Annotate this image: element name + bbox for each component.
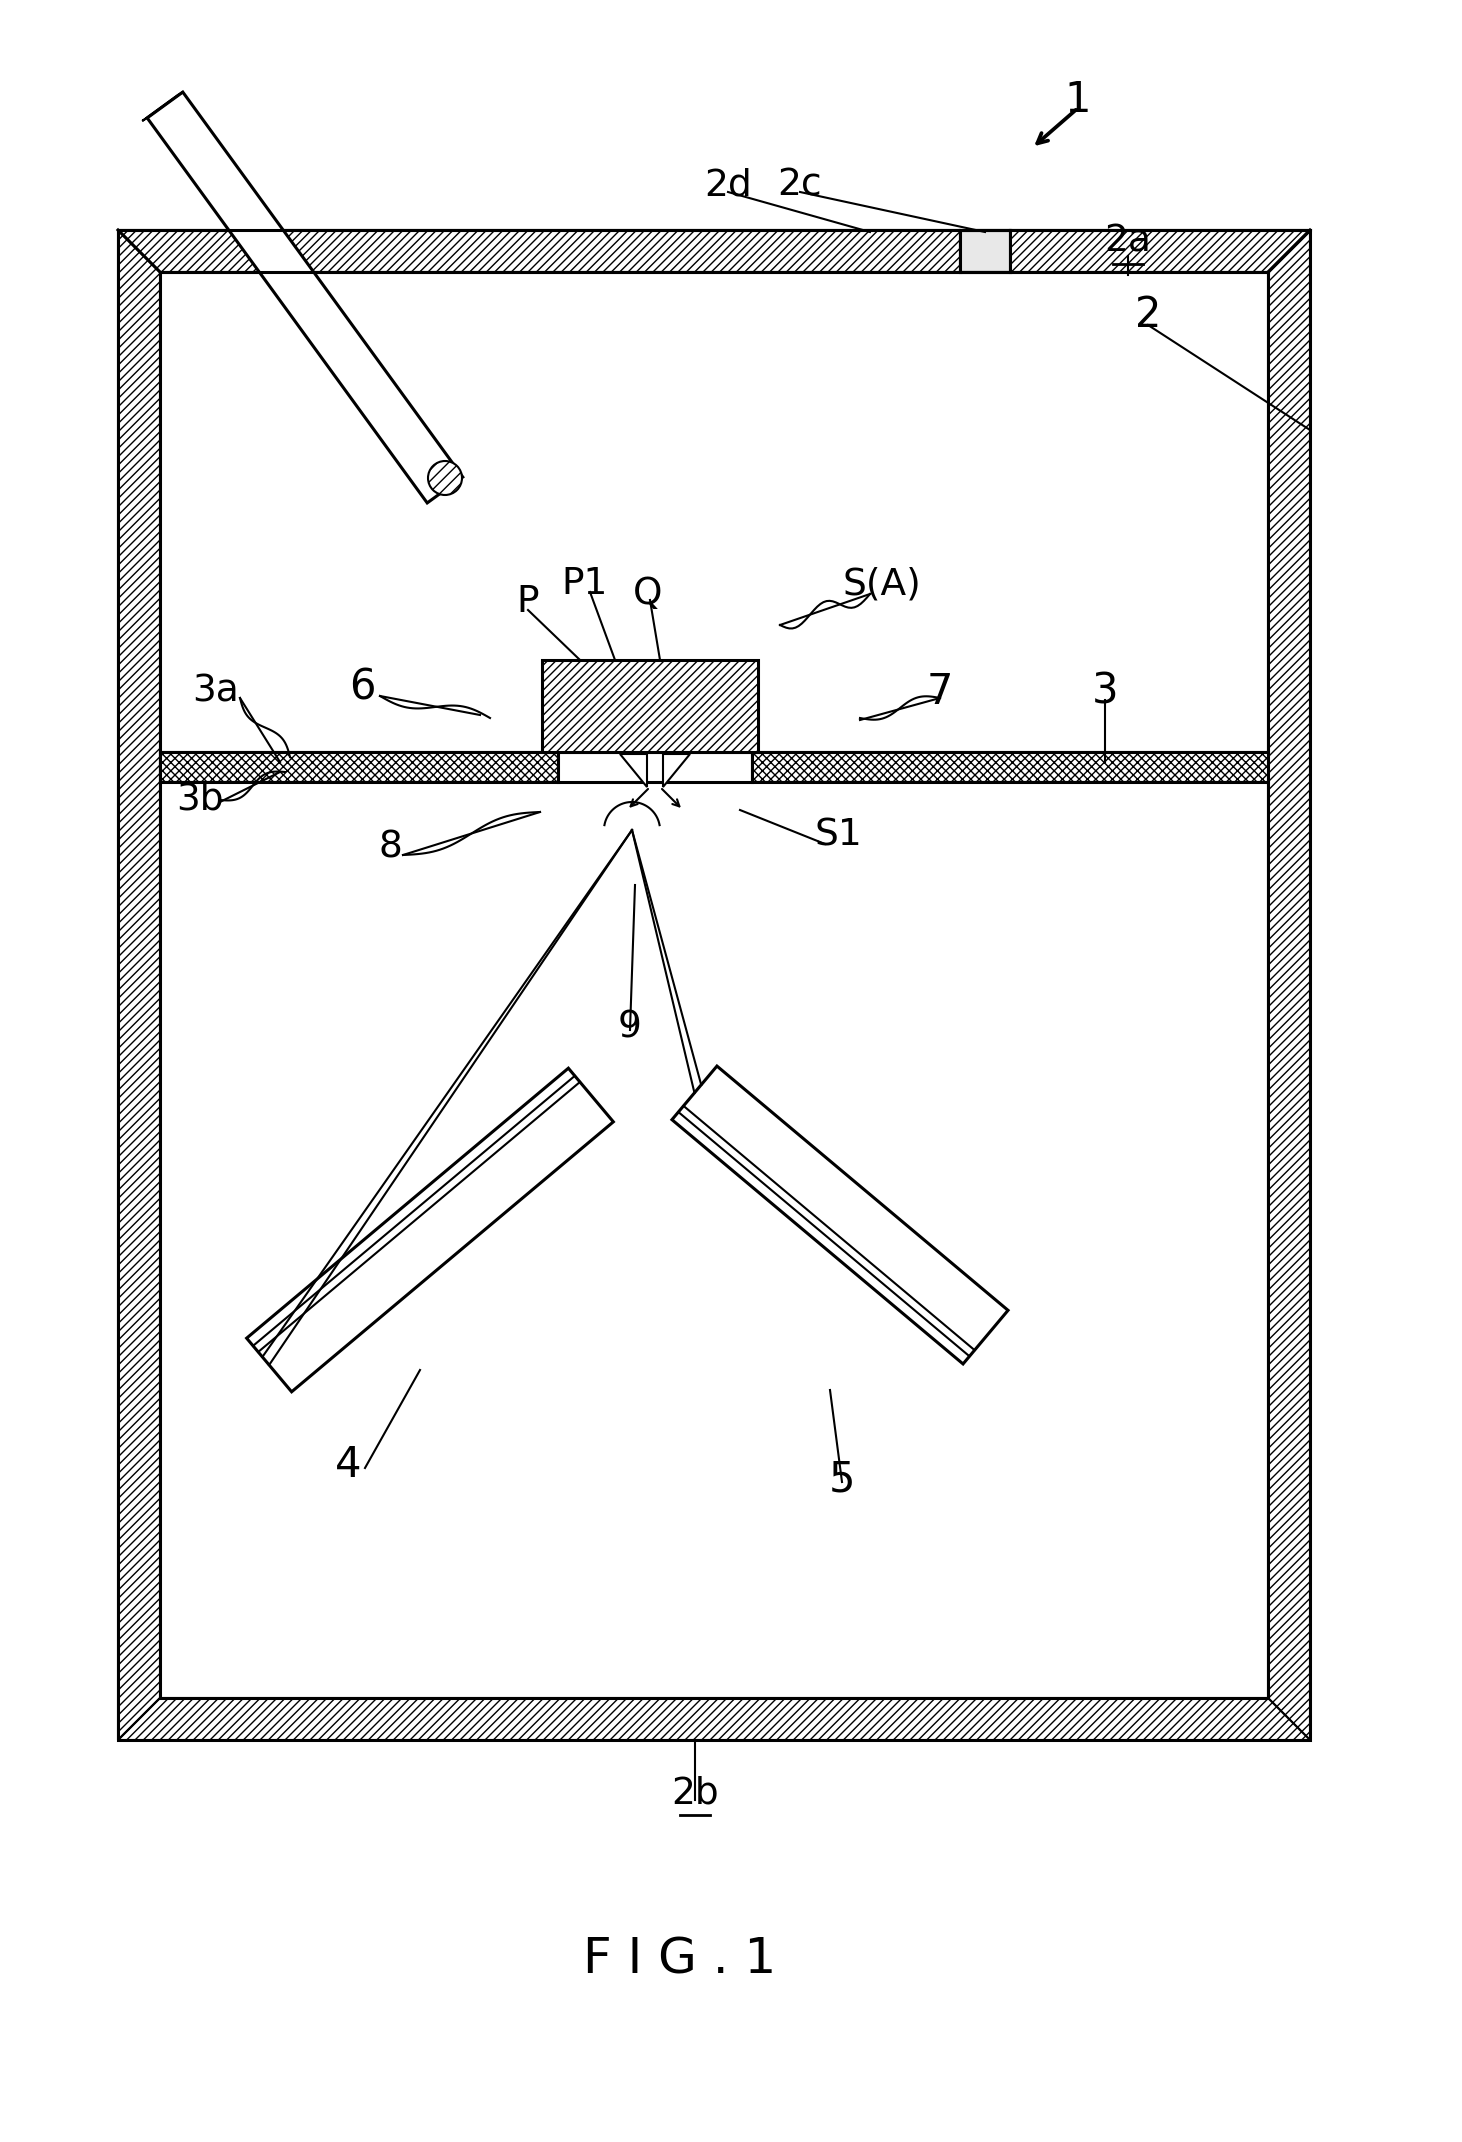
Polygon shape (542, 660, 757, 752)
Polygon shape (620, 754, 648, 786)
Polygon shape (118, 229, 159, 1739)
Text: 3b: 3b (177, 782, 224, 818)
Text: 3a: 3a (193, 675, 240, 709)
Polygon shape (118, 229, 961, 272)
Polygon shape (751, 752, 1268, 782)
Polygon shape (662, 754, 690, 786)
Text: F I G . 1: F I G . 1 (583, 1936, 776, 1983)
Polygon shape (159, 752, 558, 782)
Polygon shape (1268, 229, 1310, 1739)
Polygon shape (148, 92, 463, 503)
Text: 1: 1 (1064, 79, 1091, 120)
Polygon shape (961, 229, 1010, 272)
Text: 7: 7 (927, 670, 953, 713)
Polygon shape (142, 92, 183, 120)
Polygon shape (247, 1069, 614, 1392)
Text: Q: Q (633, 576, 662, 613)
Text: 9: 9 (618, 1011, 642, 1045)
Text: 8: 8 (379, 829, 402, 865)
Circle shape (428, 461, 462, 495)
Text: 2a: 2a (1105, 225, 1152, 259)
Text: 2b: 2b (671, 1776, 719, 1810)
Text: 6: 6 (349, 666, 376, 709)
Text: 2d: 2d (705, 167, 751, 203)
Polygon shape (673, 1067, 1007, 1364)
Polygon shape (1010, 229, 1310, 272)
Text: 2c: 2c (778, 167, 822, 203)
Text: 2: 2 (1135, 293, 1161, 336)
Text: 3: 3 (1092, 670, 1118, 713)
Text: S(A): S(A) (842, 565, 921, 602)
Polygon shape (118, 1699, 1310, 1739)
Text: P1: P1 (561, 565, 608, 602)
Text: 4: 4 (335, 1444, 361, 1487)
Text: S1: S1 (814, 818, 863, 855)
Text: 5: 5 (829, 1459, 855, 1502)
Text: P: P (516, 585, 539, 619)
